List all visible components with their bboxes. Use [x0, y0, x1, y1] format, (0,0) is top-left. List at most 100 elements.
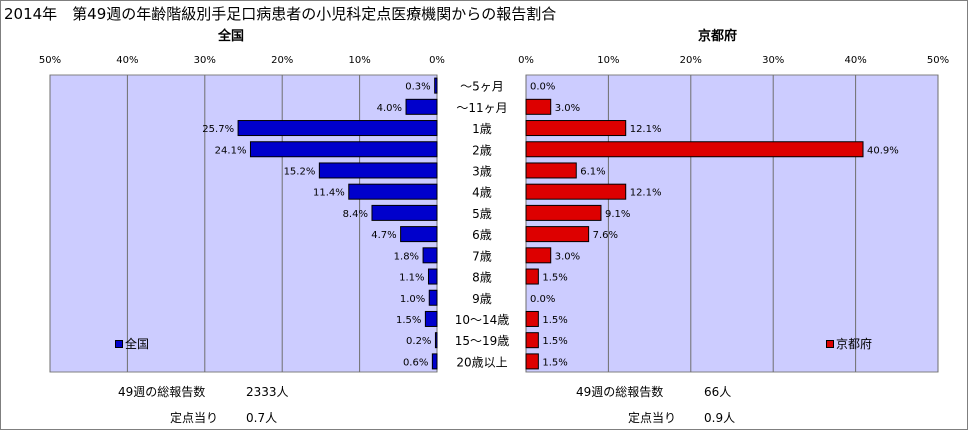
national-data-label: 15.2% [284, 166, 316, 177]
category-label: 9歳 [472, 292, 492, 306]
kyoto-bar [525, 226, 590, 243]
national-data-label: 25.7% [202, 124, 234, 135]
kyoto-data-label: 40.9% [867, 145, 899, 156]
kyoto-data-label: 6.1% [580, 166, 605, 177]
national-bar [434, 332, 438, 349]
national-data-label: 1.0% [400, 294, 425, 305]
kyoto-plot-area [525, 74, 939, 373]
category-label: ～11ヶ月 [456, 101, 507, 115]
national-data-label: 0.2% [406, 336, 431, 347]
national-tick-label: 20% [271, 55, 293, 66]
national-legend-swatch [115, 339, 123, 348]
national-data-label: 24.1% [215, 145, 247, 156]
category-label: 15～19歳 [455, 334, 510, 348]
national-bar [348, 183, 438, 200]
national-bar [249, 141, 438, 158]
national-bar [428, 289, 438, 306]
kyoto-data-label: 7.6% [593, 230, 618, 241]
kyoto-total-value: 66人 [704, 385, 732, 399]
national-bar [434, 77, 438, 94]
national-per-label: 定点当り [170, 411, 219, 425]
national-bar [318, 162, 438, 179]
kyoto-panel-title: 京都府 [698, 29, 738, 44]
kyoto-bar [525, 98, 552, 115]
kyoto-data-label: 12.1% [630, 188, 662, 199]
kyoto-tick-label: 0% [518, 55, 534, 66]
kyoto-data-label: 1.5% [542, 273, 567, 284]
national-bar [371, 204, 438, 221]
national-total-value: 2333人 [246, 385, 289, 399]
kyoto-data-label: 0.0% [530, 294, 555, 305]
national-data-label: 1.5% [396, 315, 421, 326]
national-legend: 全国 [115, 335, 149, 352]
kyoto-legend-swatch [826, 339, 834, 348]
national-bar [400, 226, 438, 243]
category-label: 8歳 [472, 271, 492, 285]
national-tick-label: 0% [429, 55, 445, 66]
kyoto-data-label: 9.1% [605, 209, 630, 220]
national-data-label: 0.3% [405, 82, 430, 93]
kyoto-bar [525, 183, 627, 200]
national-bar [424, 310, 438, 327]
kyoto-data-label: 1.5% [542, 357, 567, 368]
kyoto-tick-label: 20% [680, 55, 702, 66]
kyoto-bar [525, 141, 864, 158]
kyoto-bar [525, 204, 602, 221]
category-label: 10～14歳 [455, 313, 510, 327]
category-label: 1歳 [472, 122, 492, 136]
kyoto-data-label: 1.5% [542, 336, 567, 347]
national-data-label: 8.4% [343, 209, 368, 220]
category-label: 6歳 [472, 228, 492, 242]
national-data-label: 1.1% [399, 273, 424, 284]
national-bar [237, 120, 438, 137]
category-label: 4歳 [472, 186, 492, 200]
national-data-label: 11.4% [313, 188, 345, 199]
category-label: 5歳 [472, 207, 492, 221]
national-bar [422, 247, 438, 264]
national-bar [427, 268, 438, 285]
national-legend-label: 全国 [125, 337, 150, 351]
national-data-label: 0.6% [403, 357, 428, 368]
kyoto-per-value: 0.9人 [704, 411, 736, 425]
kyoto-legend-label: 京都府 [836, 337, 873, 351]
national-bar [431, 353, 438, 370]
national-data-label: 4.0% [377, 103, 402, 114]
national-panel-title: 全国 [218, 29, 245, 44]
kyoto-per-label: 定点当り [628, 411, 677, 425]
chart-title: 2014年 第49週の年齢階級別手足口病患者の小児科定点医療機関からの報告割合 [4, 5, 557, 23]
category-label: 7歳 [472, 249, 492, 263]
kyoto-total-label: 49週の総報告数 [576, 385, 664, 399]
kyoto-data-label: 12.1% [630, 124, 662, 135]
kyoto-legend: 京都府 [826, 335, 872, 352]
kyoto-tick-label: 10% [597, 55, 619, 66]
kyoto-data-label: 1.5% [542, 315, 567, 326]
kyoto-data-label: 3.0% [555, 251, 580, 262]
kyoto-bar [525, 332, 539, 349]
national-data-label: 4.7% [371, 230, 396, 241]
kyoto-data-label: 0.0% [530, 82, 555, 93]
category-label: ～5ヶ月 [460, 80, 504, 94]
category-label: 2歳 [472, 143, 492, 157]
national-total-label: 49週の総報告数 [118, 385, 206, 399]
national-tick-label: 30% [194, 55, 216, 66]
kyoto-bar [525, 162, 577, 179]
national-plot-area [49, 74, 438, 373]
national-per-value: 0.7人 [246, 411, 278, 425]
national-tick-label: 10% [348, 55, 370, 66]
kyoto-tick-label: 50% [927, 55, 949, 66]
kyoto-bar [525, 353, 539, 370]
category-label: 3歳 [472, 164, 492, 178]
kyoto-tick-label: 40% [844, 55, 866, 66]
kyoto-bar [525, 120, 627, 137]
national-bar [405, 98, 438, 115]
kyoto-data-label: 3.0% [555, 103, 580, 114]
kyoto-bar [525, 268, 539, 285]
national-tick-label: 50% [39, 55, 61, 66]
national-data-label: 1.8% [394, 251, 419, 262]
kyoto-bar [525, 247, 552, 264]
kyoto-bar [525, 310, 539, 327]
national-tick-label: 40% [116, 55, 138, 66]
category-label: 20歳以上 [456, 355, 507, 369]
kyoto-tick-label: 30% [762, 55, 784, 66]
